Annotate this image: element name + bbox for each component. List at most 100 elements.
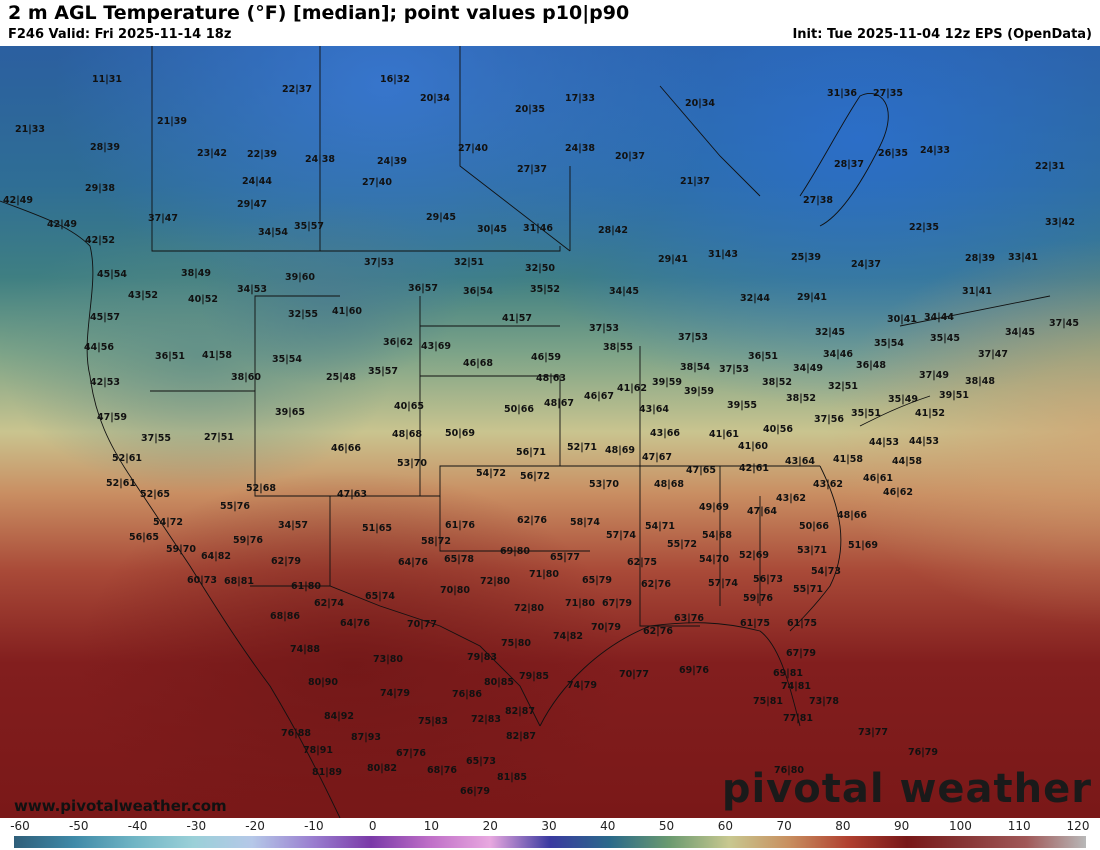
point-value: 81|85	[497, 772, 527, 783]
point-value: 30|45	[477, 224, 507, 235]
point-value: 55|72	[667, 539, 697, 550]
point-value: 27|37	[517, 164, 547, 175]
point-value: 73|77	[858, 727, 888, 738]
legend-tick-label: -30	[186, 819, 207, 833]
point-value: 73|80	[373, 654, 403, 665]
point-value: 40|52	[188, 294, 218, 305]
legend-tick-label: 100	[948, 819, 972, 833]
point-value: 59|70	[166, 544, 196, 555]
point-value: 56|71	[516, 447, 546, 458]
point-value: 50|66	[799, 521, 829, 532]
point-value: 37|53	[364, 257, 394, 268]
point-value: 80|82	[367, 763, 397, 774]
point-value: 26|35	[878, 148, 908, 159]
point-value: 72|80	[480, 576, 510, 587]
point-value: 24|38	[565, 143, 595, 154]
point-value: 72|83	[471, 714, 501, 725]
point-value: 61|75	[787, 618, 817, 629]
point-value: 31|36	[827, 88, 857, 99]
map-title: 2 m AGL Temperature (°F) [median]; point…	[8, 2, 630, 24]
point-value: 20|34	[420, 93, 450, 104]
point-value: 35|54	[874, 338, 904, 349]
valid-time: F246 Valid: Fri 2025-11-14 18z	[8, 27, 232, 42]
point-value: 24|37	[851, 259, 881, 270]
point-value: 62|74	[314, 598, 344, 609]
point-value: 71|80	[565, 598, 595, 609]
point-value: 37|53	[589, 323, 619, 334]
point-value: 61|80	[291, 581, 321, 592]
point-value: 70|80	[440, 585, 470, 596]
point-value: 35|52	[530, 284, 560, 295]
point-value: 70|77	[619, 669, 649, 680]
point-value: 28|39	[90, 142, 120, 153]
point-value: 28|37	[834, 159, 864, 170]
point-value: 75|80	[501, 638, 531, 649]
point-value: 39|59	[652, 377, 682, 388]
point-value: 74|81	[781, 681, 811, 692]
temperature-map[interactable]: 11|31 21|33 28|39 29|38 42|49 42|49 42|52 22|37…	[0, 46, 1100, 818]
header: 2 m AGL Temperature (°F) [median]; point…	[0, 0, 1100, 46]
legend-tick-label: 40	[600, 819, 616, 833]
point-value: 71|80	[529, 569, 559, 580]
point-value: 37|49	[919, 370, 949, 381]
point-value: 39|51	[939, 390, 969, 401]
brand-logo: pivotal weather	[721, 766, 1092, 812]
point-value: 21|33	[15, 124, 45, 135]
point-value: 37|53	[719, 364, 749, 375]
point-value: 31|41	[962, 286, 992, 297]
point-value: 42|52	[85, 235, 115, 246]
init-time: Init: Tue 2025-11-04 12z EPS (OpenData)	[792, 27, 1092, 42]
point-value: 80|90	[308, 677, 338, 688]
point-value: 53|70	[589, 479, 619, 490]
point-value: 35|51	[851, 408, 881, 419]
point-value: 46|59	[531, 352, 561, 363]
point-value: 77|81	[783, 713, 813, 724]
point-value: 63|76	[674, 613, 704, 624]
point-value: 62|76	[643, 626, 673, 637]
legend-tick-label: 10	[423, 819, 440, 833]
point-value: 35|57	[368, 366, 398, 377]
point-value: 47|67	[642, 452, 672, 463]
point-value: 76|80	[774, 765, 804, 776]
point-value: 52|61	[112, 453, 142, 464]
point-value: 21|39	[157, 116, 187, 127]
point-value: 48|69	[605, 445, 635, 456]
point-value: 62|75	[627, 557, 657, 568]
website-url[interactable]: www.pivotalweather.com	[14, 797, 227, 815]
point-value: 39|55	[727, 400, 757, 411]
point-value: 65|73	[466, 756, 496, 767]
legend-tick-label: -60	[10, 819, 30, 833]
point-value: 47|63	[337, 489, 367, 500]
point-value: 44|58	[892, 456, 922, 467]
point-value: 32|50	[525, 263, 555, 274]
legend-tick-label: 20	[482, 819, 498, 833]
point-value: 51|69	[848, 540, 878, 551]
point-value: 25|39	[791, 252, 821, 263]
point-value: 43|69	[421, 341, 451, 352]
point-value: 53|70	[397, 458, 427, 469]
point-value: 28|42	[598, 225, 628, 236]
point-value: 29|47	[237, 199, 267, 210]
point-value: 52|61	[106, 478, 136, 489]
point-value: 48|66	[837, 510, 867, 521]
legend-tick-label: 0	[368, 819, 377, 833]
point-value: 23|42	[197, 148, 227, 159]
point-values: 11|31 21|33 28|39 29|38 42|49 42|49 42|52 22|37…	[3, 74, 1079, 797]
point-value: 59|76	[233, 535, 263, 546]
point-value: 35|49	[888, 394, 918, 405]
point-value: 41|52	[915, 408, 945, 419]
point-value: 69|80	[500, 546, 530, 557]
point-value: 61|76	[445, 520, 475, 531]
legend-tick-label: -50	[68, 819, 89, 833]
point-value: 64|76	[398, 557, 428, 568]
point-value: 68|86	[270, 611, 300, 622]
point-value: 32|45	[815, 327, 845, 338]
point-value: 37|55	[141, 433, 171, 444]
point-value: 27|38	[803, 195, 833, 206]
point-value: 81|89	[312, 767, 342, 778]
point-value: 33|41	[1008, 252, 1038, 263]
point-value: 36|57	[408, 283, 438, 294]
map-svg: 11|31 21|33 28|39 29|38 42|49 42|49 42|52 22|37…	[0, 46, 1100, 818]
point-value: 34|57	[278, 520, 308, 531]
point-value: 43|64	[639, 404, 669, 415]
